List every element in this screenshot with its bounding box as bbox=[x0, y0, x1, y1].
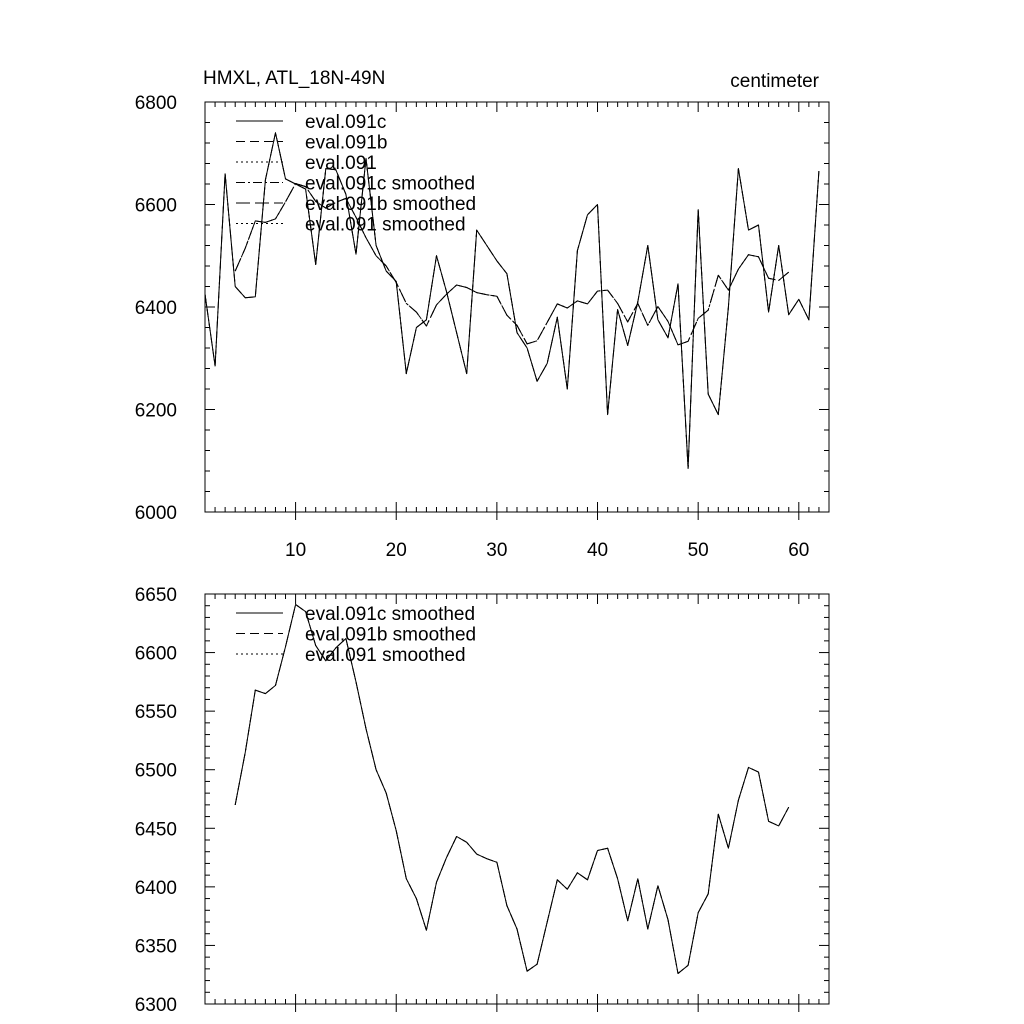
x-tick-label: 30 bbox=[486, 540, 507, 561]
legend-label: eval.091 smoothed bbox=[305, 645, 466, 666]
y-tick-label: 6600 bbox=[135, 644, 177, 665]
legend-label: eval.091b bbox=[305, 133, 387, 154]
x-tick-label: 10 bbox=[285, 540, 306, 561]
legend-label: eval.091c smoothed bbox=[305, 174, 475, 195]
y-tick-label: 6000 bbox=[135, 503, 177, 524]
x-tick-label: 50 bbox=[688, 540, 709, 561]
chart-title: HMXL, ATL_18N-49N bbox=[203, 68, 385, 89]
series-line-eval-091b-smoothed bbox=[234, 183, 790, 346]
series-line-eval-091b-smoothed bbox=[234, 604, 790, 974]
legend-label: eval.091 bbox=[305, 153, 377, 174]
x-tick-label: 60 bbox=[788, 540, 809, 561]
y-tick-label: 6600 bbox=[135, 196, 177, 217]
y-tick-label: 6200 bbox=[135, 401, 177, 422]
series-line-eval-091b bbox=[204, 132, 820, 469]
plot-frame bbox=[204, 101, 830, 513]
y-tick-label: 6800 bbox=[135, 93, 177, 114]
bottom-panel: 6300 6350 6400 6450 6500 6550 6600 6650 eval.091… bbox=[135, 585, 830, 1016]
legend-label: eval.091c smoothed bbox=[305, 604, 475, 625]
y-tick-label: 6550 bbox=[135, 702, 177, 723]
legend-label: eval.091b smoothed bbox=[305, 194, 476, 215]
top-panel: HMXL, ATL_18N-49N centimeter 10 20 30 40 50 6… bbox=[135, 68, 830, 561]
y-tick-label: 6350 bbox=[135, 936, 177, 957]
units-label: centimeter bbox=[730, 71, 819, 92]
legend-label: eval.091b smoothed bbox=[305, 625, 476, 646]
x-tick-label: 40 bbox=[587, 540, 608, 561]
plot-frame bbox=[204, 593, 830, 1005]
y-tick-label: 6300 bbox=[135, 995, 177, 1016]
y-tick-label: 6450 bbox=[135, 819, 177, 840]
y-tick-label: 6400 bbox=[135, 298, 177, 319]
y-tick-label: 6400 bbox=[135, 878, 177, 899]
y-tick-label: 6500 bbox=[135, 761, 177, 782]
x-tick-label: 20 bbox=[386, 540, 407, 561]
series-line-eval-091 bbox=[204, 132, 820, 469]
legend-label: eval.091c bbox=[305, 112, 386, 133]
y-tick-label: 6650 bbox=[135, 585, 177, 606]
legend-label: eval.091 smoothed bbox=[305, 215, 466, 236]
